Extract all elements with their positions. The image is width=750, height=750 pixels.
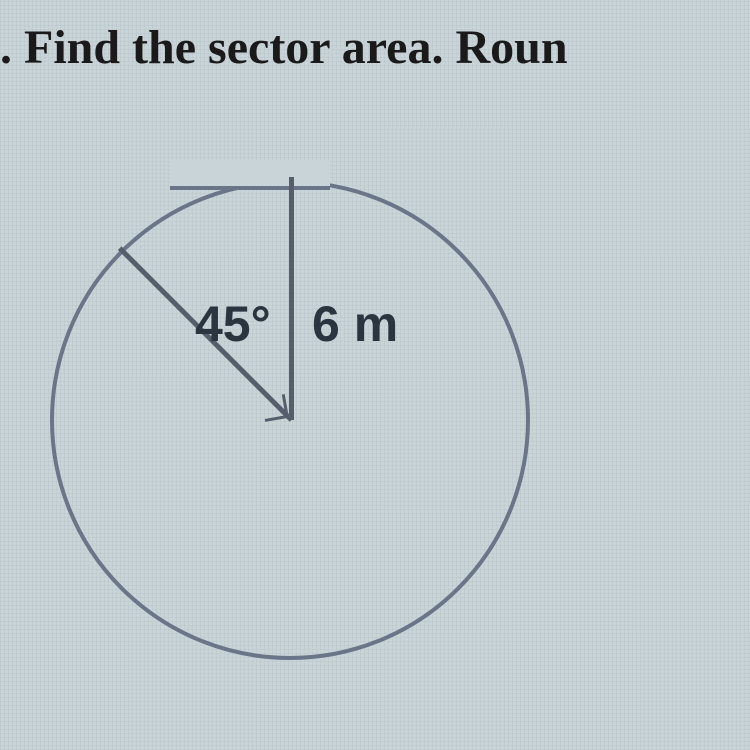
flat-top-segment (170, 160, 330, 190)
sector-diagram: 45° 6 m (40, 160, 540, 660)
radius-label: 6 m (312, 295, 398, 353)
question-text: . Find the sector area. Roun (0, 20, 568, 75)
radius-vertical (289, 177, 294, 420)
angle-label: 45° (195, 295, 271, 353)
right-angle-mark (261, 394, 289, 422)
